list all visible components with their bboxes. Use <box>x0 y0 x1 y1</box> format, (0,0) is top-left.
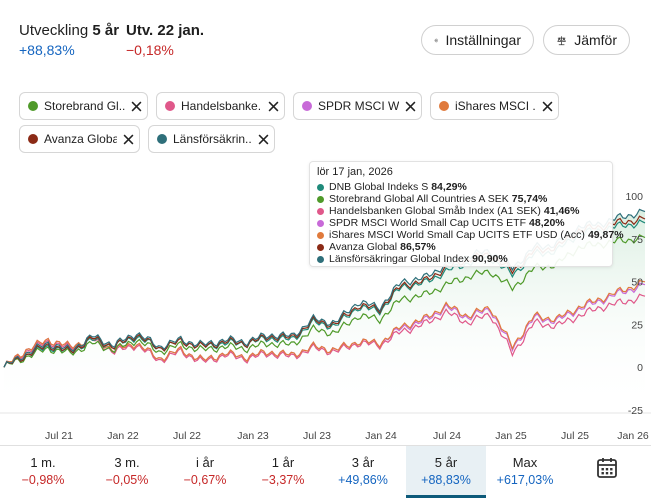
chip-label: Avanza Global <box>44 132 117 146</box>
y-tick-label: 25 <box>631 319 643 331</box>
close-icon[interactable] <box>125 93 147 119</box>
period-selector: 1 m. −0,98% 3 m. −0,05% i år −0,67% 1 år −3,… <box>0 445 651 501</box>
period-1m[interactable]: 1 m. −0,98% <box>21 455 65 487</box>
y-tick-label: 50 <box>631 277 643 289</box>
series-dot <box>317 183 324 191</box>
chip-spdr[interactable]: SPDR MSCI W... <box>293 92 422 120</box>
chip-lansforsakringar[interactable]: Länsförsäkrin... <box>148 125 275 153</box>
period-5y[interactable]: 5 år +88,83% <box>406 446 486 498</box>
scale-icon <box>557 35 566 45</box>
tooltip-row: Avanza Global 86,57% <box>317 241 605 253</box>
y-tick-label: 100 <box>625 191 643 203</box>
series-dot <box>317 243 324 251</box>
close-icon[interactable] <box>252 126 274 152</box>
chip-storebrand[interactable]: Storebrand Gl... <box>19 92 148 120</box>
x-tick-label: Jul 25 <box>561 430 589 442</box>
tooltip-row: Storebrand Global All Countries A SEK 75,… <box>317 193 605 205</box>
development-stat: Utveckling 5 år +88,83% <box>19 22 119 58</box>
development-value: +88,83% <box>19 42 75 58</box>
chip-label: SPDR MSCI W... <box>318 99 399 113</box>
x-tick-label: Jan 24 <box>365 430 397 442</box>
calendar-button[interactable] <box>596 456 618 485</box>
series-dot <box>302 101 312 111</box>
chip-ishares[interactable]: iShares MSCI ... <box>430 92 559 120</box>
gear-icon <box>434 37 438 43</box>
y-tick-label: 75 <box>631 234 643 246</box>
tooltip-row: SPDR MSCI World Small Cap UCITS ETF 48,20… <box>317 217 605 229</box>
close-icon[interactable] <box>117 126 139 152</box>
daily-value: −0,18% <box>126 42 174 58</box>
series-dot <box>439 101 449 111</box>
tooltip-row: Handelsbanken Global Småb Index (A1 SEK)… <box>317 205 605 217</box>
chip-avanza[interactable]: Avanza Global <box>19 125 140 153</box>
series-dot <box>165 101 175 111</box>
compare-label: Jämför <box>574 32 617 48</box>
x-tick-label: Jan 25 <box>495 430 527 442</box>
chip-label: Länsförsäkrin... <box>173 132 252 146</box>
x-tick-label: Jul 21 <box>45 430 73 442</box>
compare-button[interactable]: Jämför <box>543 25 630 55</box>
tooltip-row: DNB Global Indeks S 84,29% <box>317 181 605 193</box>
close-icon[interactable] <box>262 93 284 119</box>
period-1y[interactable]: 1 år −3,37% <box>261 455 305 487</box>
development-label: Utveckling 5 år <box>19 22 120 39</box>
x-tick-label: Jul 22 <box>173 430 201 442</box>
close-icon[interactable] <box>536 93 558 119</box>
settings-label: Inställningar <box>445 32 522 48</box>
settings-button[interactable]: Inställningar <box>421 25 534 55</box>
chip-label: Storebrand Gl... <box>44 99 125 113</box>
series-dot <box>317 231 324 239</box>
tooltip-row: Länsförsäkringar Global Index 90,90% <box>317 253 605 265</box>
series-dot <box>317 255 324 263</box>
x-tick-label: Jul 24 <box>433 430 461 442</box>
tooltip-row: iShares MSCI World Small Cap UCITS ETF U… <box>317 229 624 241</box>
y-tick-label: -25 <box>628 405 643 417</box>
tooltip-date: lör 17 jan, 2026 <box>317 166 393 178</box>
chip-label: Handelsbanke... <box>181 99 262 113</box>
x-tick-label: Jan 26 <box>617 430 649 442</box>
series-dot <box>28 134 38 144</box>
x-tick-label: Jan 23 <box>237 430 269 442</box>
period-3y[interactable]: 3 år +49,86% <box>338 455 388 487</box>
chip-handelsbanken[interactable]: Handelsbanke... <box>156 92 285 120</box>
series-dot <box>317 219 324 227</box>
y-tick-label: 0 <box>637 362 643 374</box>
daily-stat: Utv. 22 jan. −0,18% <box>126 22 204 58</box>
close-icon[interactable] <box>399 93 421 119</box>
series-dot <box>317 207 324 215</box>
chip-label: iShares MSCI ... <box>455 99 536 113</box>
series-dot <box>28 101 38 111</box>
chart-tooltip: lör 17 jan, 2026 DNB Global Indeks S 84,2… <box>309 161 624 267</box>
period-ytd[interactable]: i år −0,67% <box>183 455 227 487</box>
x-tick-label: Jul 23 <box>303 430 331 442</box>
series-dot <box>317 195 324 203</box>
series-dot <box>157 134 167 144</box>
period-3m[interactable]: 3 m. −0,05% <box>105 455 149 487</box>
x-tick-label: Jan 22 <box>107 430 139 442</box>
calendar-icon <box>597 458 617 478</box>
daily-label: Utv. 22 jan. <box>126 22 205 39</box>
period-max[interactable]: Max +617,03% <box>496 455 554 487</box>
